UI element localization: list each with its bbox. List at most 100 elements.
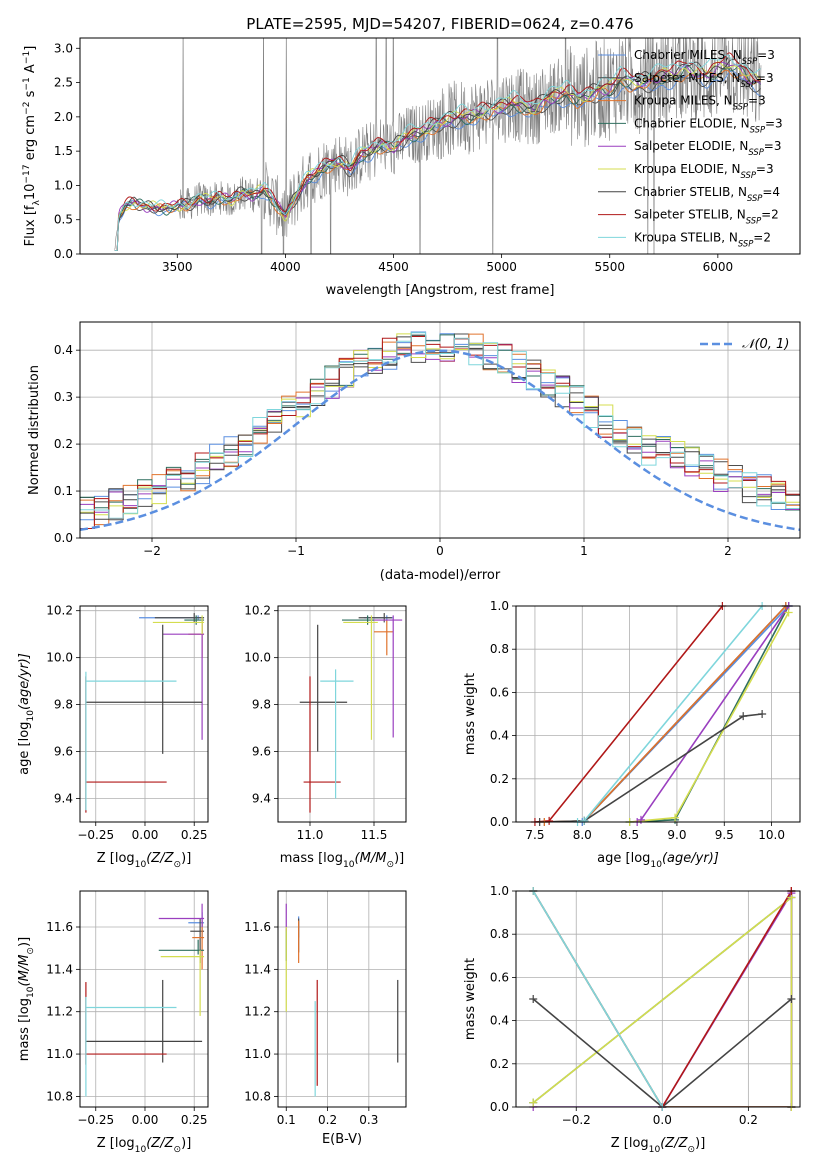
weight-marker-5 xyxy=(671,813,680,822)
y-tick-label: 9.8 xyxy=(252,698,271,712)
age-vs-mass-panel: 11.0 11.5 9.4 9.6 9.8 10.0 10.2 mass [log10(M/M… xyxy=(244,604,407,870)
x-tick-label: 4000 xyxy=(270,260,301,274)
x-tick-label: 9.5 xyxy=(715,828,734,842)
x-tick-label: 11.5 xyxy=(361,828,388,842)
axes-frame xyxy=(79,37,801,255)
y-tick-label: 3.0 xyxy=(54,41,73,55)
y-tick-label: 0.4 xyxy=(490,1014,509,1028)
x-tick-label: 1 xyxy=(580,544,588,558)
y-tick-label: 0.2 xyxy=(490,1057,509,1071)
x-tick-label: 0.25 xyxy=(181,828,208,842)
axes-frame xyxy=(277,890,407,1108)
plot-area xyxy=(80,331,800,538)
plot-area xyxy=(299,613,403,813)
y-tick-label: 0.8 xyxy=(490,927,509,941)
x-tick-label: 0.2 xyxy=(739,1113,758,1127)
legend-entry: Salpeter ELODIE, NSSP=3 xyxy=(634,139,782,157)
y-tick-label: 0.0 xyxy=(54,247,73,261)
legend-entry: Salpeter STELIB, NSSP=2 xyxy=(634,208,779,226)
y-tick-label: 10.0 xyxy=(46,651,73,665)
weight-marker-4 xyxy=(636,815,645,824)
mass-vs-metallicity-panel: −0.25 0.00 0.25 10.8 11.0 11.2 11.4 11.6 Z [log1… xyxy=(17,890,209,1155)
y-tick-label: 0.3 xyxy=(54,390,73,404)
y-tick-label: 1.0 xyxy=(490,599,509,613)
y-tick-label: 0.0 xyxy=(54,531,73,545)
x-tick-label: 0.3 xyxy=(359,1113,378,1127)
y-tick-label: 0.2 xyxy=(490,772,509,786)
legend-entry: Salpeter MILES, NSSP=3 xyxy=(634,71,774,89)
axes-frame xyxy=(79,890,209,1108)
y-tick-label: 10.2 xyxy=(244,604,271,618)
y-tick-label: 11.6 xyxy=(244,920,271,934)
weight-line-1 xyxy=(544,606,787,822)
x-axis-label: Z [log10(Z/Z⊙)] xyxy=(97,1136,192,1155)
x-tick-label: 0.00 xyxy=(132,1113,159,1127)
y-tick-label: 1.0 xyxy=(54,178,73,192)
y-tick-label: 11.2 xyxy=(244,1005,271,1019)
weight-marker-6 xyxy=(529,995,538,1003)
legend-entry: Chabrier STELIB, NSSP=4 xyxy=(634,185,780,203)
y-axis-label: mass weight xyxy=(463,673,478,755)
y-tick-label: 0.1 xyxy=(54,484,73,498)
normal-curve xyxy=(80,349,800,532)
x-tick-label: 7.5 xyxy=(525,828,544,842)
x-axis-label: wavelength [Angstrom, rest frame] xyxy=(326,283,555,298)
y-tick-label: 0.8 xyxy=(490,642,509,656)
y-tick-label: 10.8 xyxy=(46,1089,73,1103)
x-tick-label: 0.0 xyxy=(653,1113,672,1127)
x-tick-label: 6000 xyxy=(703,260,734,274)
model-spectrum-8 xyxy=(114,54,761,252)
y-tick-label: 9.4 xyxy=(54,792,73,806)
y-tick-label: 11.0 xyxy=(46,1047,73,1061)
weight-line-8 xyxy=(532,891,663,1107)
y-tick-label: 10.2 xyxy=(46,604,73,618)
x-tick-label: 8.0 xyxy=(573,828,592,842)
weight-marker-8 xyxy=(580,816,589,825)
legend-entry: Kroupa ELODIE, NSSP=3 xyxy=(634,162,774,180)
y-tick-label: 0.0 xyxy=(490,815,509,829)
weight-marker-7 xyxy=(545,816,554,825)
weight-line-8 xyxy=(577,606,763,822)
model-spectrum-7 xyxy=(114,52,761,252)
y-tick-label: 0.6 xyxy=(490,685,509,699)
legend-entry: Chabrier ELODIE, NSSP=3 xyxy=(634,116,783,134)
y-tick-label: 1.0 xyxy=(490,884,509,898)
weight-line-7 xyxy=(661,891,793,1107)
legend-entry: 𝒩(0, 1) xyxy=(742,337,789,352)
y-tick-label: 2.5 xyxy=(54,76,73,90)
y-tick-label: 10.8 xyxy=(244,1089,271,1103)
x-axis-label: age [log10(age/yr)] xyxy=(597,851,719,870)
y-axis-label: age [log10(age/yr)] xyxy=(17,653,36,775)
x-tick-label: 8.5 xyxy=(620,828,639,842)
x-tick-label: 0 xyxy=(436,544,444,558)
x-tick-label: −0.25 xyxy=(77,828,114,842)
y-tick-label: 0.4 xyxy=(54,343,73,357)
y-tick-label: 9.8 xyxy=(54,698,73,712)
x-axis-label: mass [log10(M/M⊙)] xyxy=(280,851,404,870)
plot-area xyxy=(285,903,399,1097)
x-tick-label: −0.2 xyxy=(562,1113,591,1127)
x-tick-label: −1 xyxy=(287,544,305,558)
y-tick-label: 9.6 xyxy=(54,745,73,759)
x-tick-label: −2 xyxy=(143,544,161,558)
x-tick-label: −0.25 xyxy=(77,1113,114,1127)
weight-line-5 xyxy=(629,612,790,822)
y-tick-label: 11.2 xyxy=(46,1005,73,1019)
weight-line-2 xyxy=(544,606,787,822)
y-axis-label: Normed distribution xyxy=(27,365,42,495)
plot-area xyxy=(114,38,762,254)
weight-line-6 xyxy=(532,998,792,1107)
y-tick-label: 11.0 xyxy=(244,1047,271,1061)
weight-line-7 xyxy=(534,606,724,822)
y-tick-label: 1.5 xyxy=(54,144,73,158)
spectrum-panel: 3500 4000 4500 5000 5500 6000 0.0 0.5 1.0 1.5 2.0 2… xyxy=(22,37,801,298)
x-tick-label: 9.0 xyxy=(667,828,686,842)
residuals-panel: −2 −1 0 1 2 0.0 0.1 0.2 0.3 0.4 𝒩(0, 1) (data-model… xyxy=(27,321,801,583)
x-axis-label: Z [log10(Z/Z⊙)] xyxy=(97,851,192,870)
age-mass-weight-panel: 7.5 8.0 8.5 9.0 9.5 10.0 0.0 0.2 0.4 0.6 0.8 1.0 age… xyxy=(463,599,801,870)
y-tick-label: 0.0 xyxy=(490,1100,509,1114)
x-tick-label: 0.00 xyxy=(132,828,159,842)
x-tick-label: 5000 xyxy=(486,260,517,274)
y-tick-label: 11.4 xyxy=(244,962,271,976)
